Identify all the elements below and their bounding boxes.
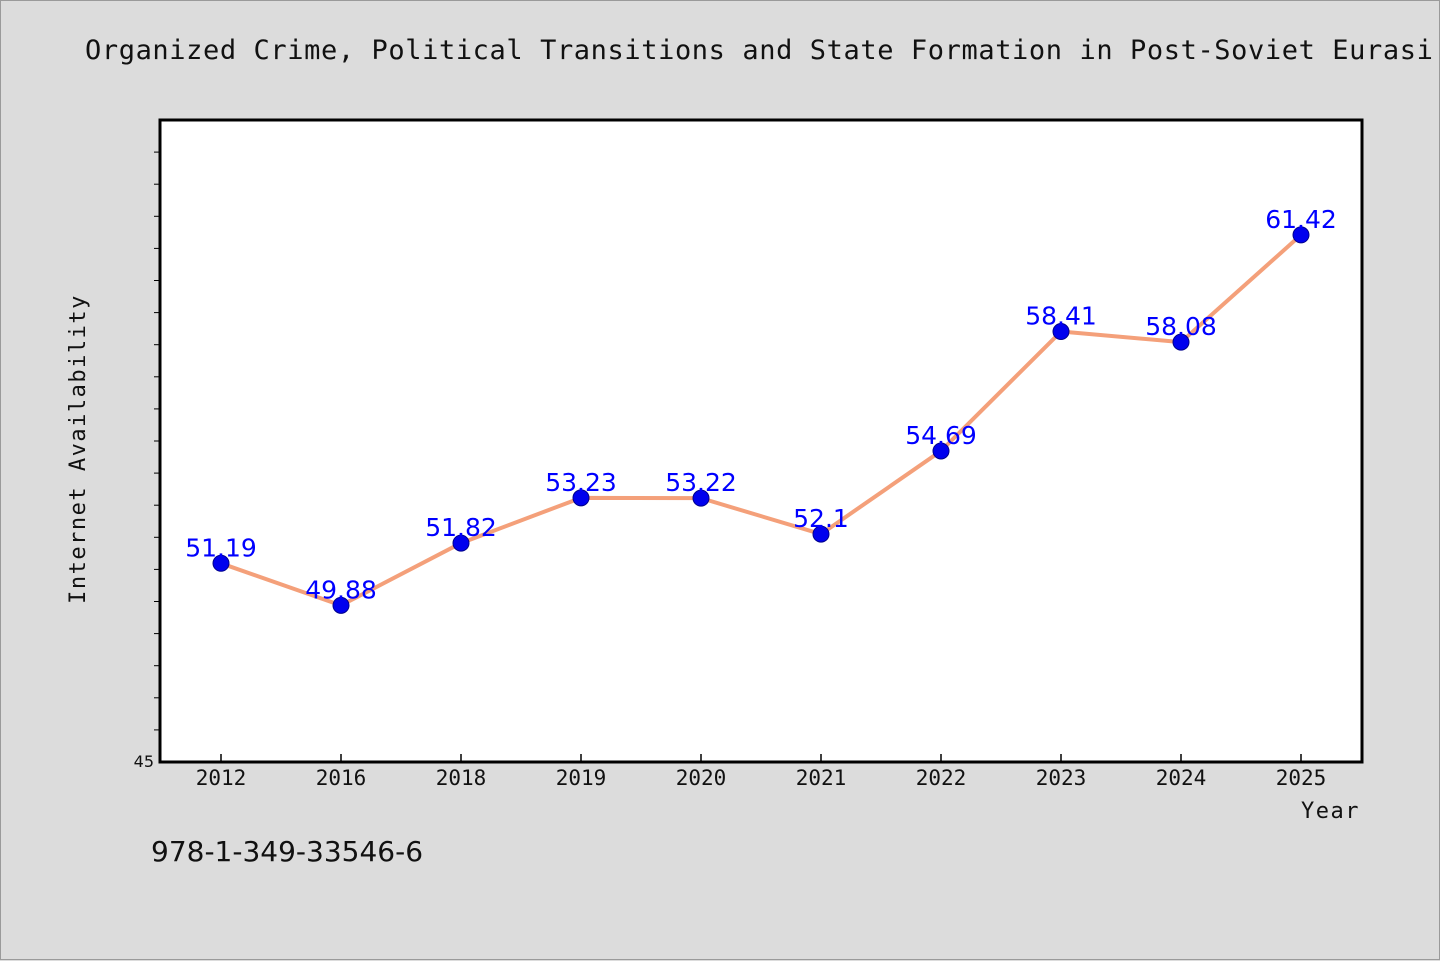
x-tick-label: 2025	[1276, 766, 1327, 790]
isbn-footer: 978-1-349-33546-6	[151, 835, 424, 868]
x-tick-label: 2012	[196, 766, 247, 790]
y-axis-ticks	[154, 151, 160, 731]
data-label: 53.22	[665, 468, 737, 497]
y-axis-title: Internet Availability	[66, 294, 91, 604]
data-label: 52.1	[793, 504, 849, 533]
data-point	[332, 596, 350, 614]
series-line	[220, 233, 1303, 608]
data-label: 58.08	[1145, 312, 1217, 341]
data-point	[692, 489, 710, 507]
data-point	[812, 525, 830, 543]
plot-area	[158, 118, 1364, 764]
y-tick-label: 45	[134, 752, 154, 771]
data-label: 51.82	[425, 513, 497, 542]
data-point	[932, 442, 950, 460]
x-tick-label: 2022	[916, 766, 967, 790]
x-tick-label: 2016	[316, 766, 367, 790]
data-markers	[212, 226, 1310, 614]
x-tick-label: 2024	[1156, 766, 1207, 790]
x-tick-label: 2020	[676, 766, 727, 790]
x-tick-label: 2019	[556, 766, 607, 790]
data-point	[572, 489, 590, 507]
data-point	[1052, 323, 1070, 341]
data-label: 53.23	[545, 468, 617, 497]
data-label: 54.69	[905, 421, 977, 450]
x-tick-label: 2023	[1036, 766, 1087, 790]
data-point	[1172, 333, 1190, 351]
x-axis-ticks: 2012 2016 2018 2019 2020 2021 2022 2023 2024 2025	[196, 754, 1327, 790]
x-axis-title: Year	[1301, 799, 1360, 824]
data-point	[1292, 226, 1310, 244]
x-tick-label: 2018	[436, 766, 487, 790]
data-label: 61.42	[1265, 205, 1337, 234]
data-point	[452, 534, 470, 552]
data-label: 51.19	[185, 533, 257, 562]
data-labels: 51.19 49.88 51.82 53.23 53.22 52.1 54.69 58.41 5…	[185, 205, 1337, 604]
data-label: 58.41	[1025, 302, 1097, 331]
data-point	[212, 554, 230, 572]
data-label: 49.88	[305, 575, 377, 604]
x-tick-label: 2021	[796, 766, 847, 790]
chart-title: Organized Crime, Political Transitions a…	[85, 35, 1434, 66]
